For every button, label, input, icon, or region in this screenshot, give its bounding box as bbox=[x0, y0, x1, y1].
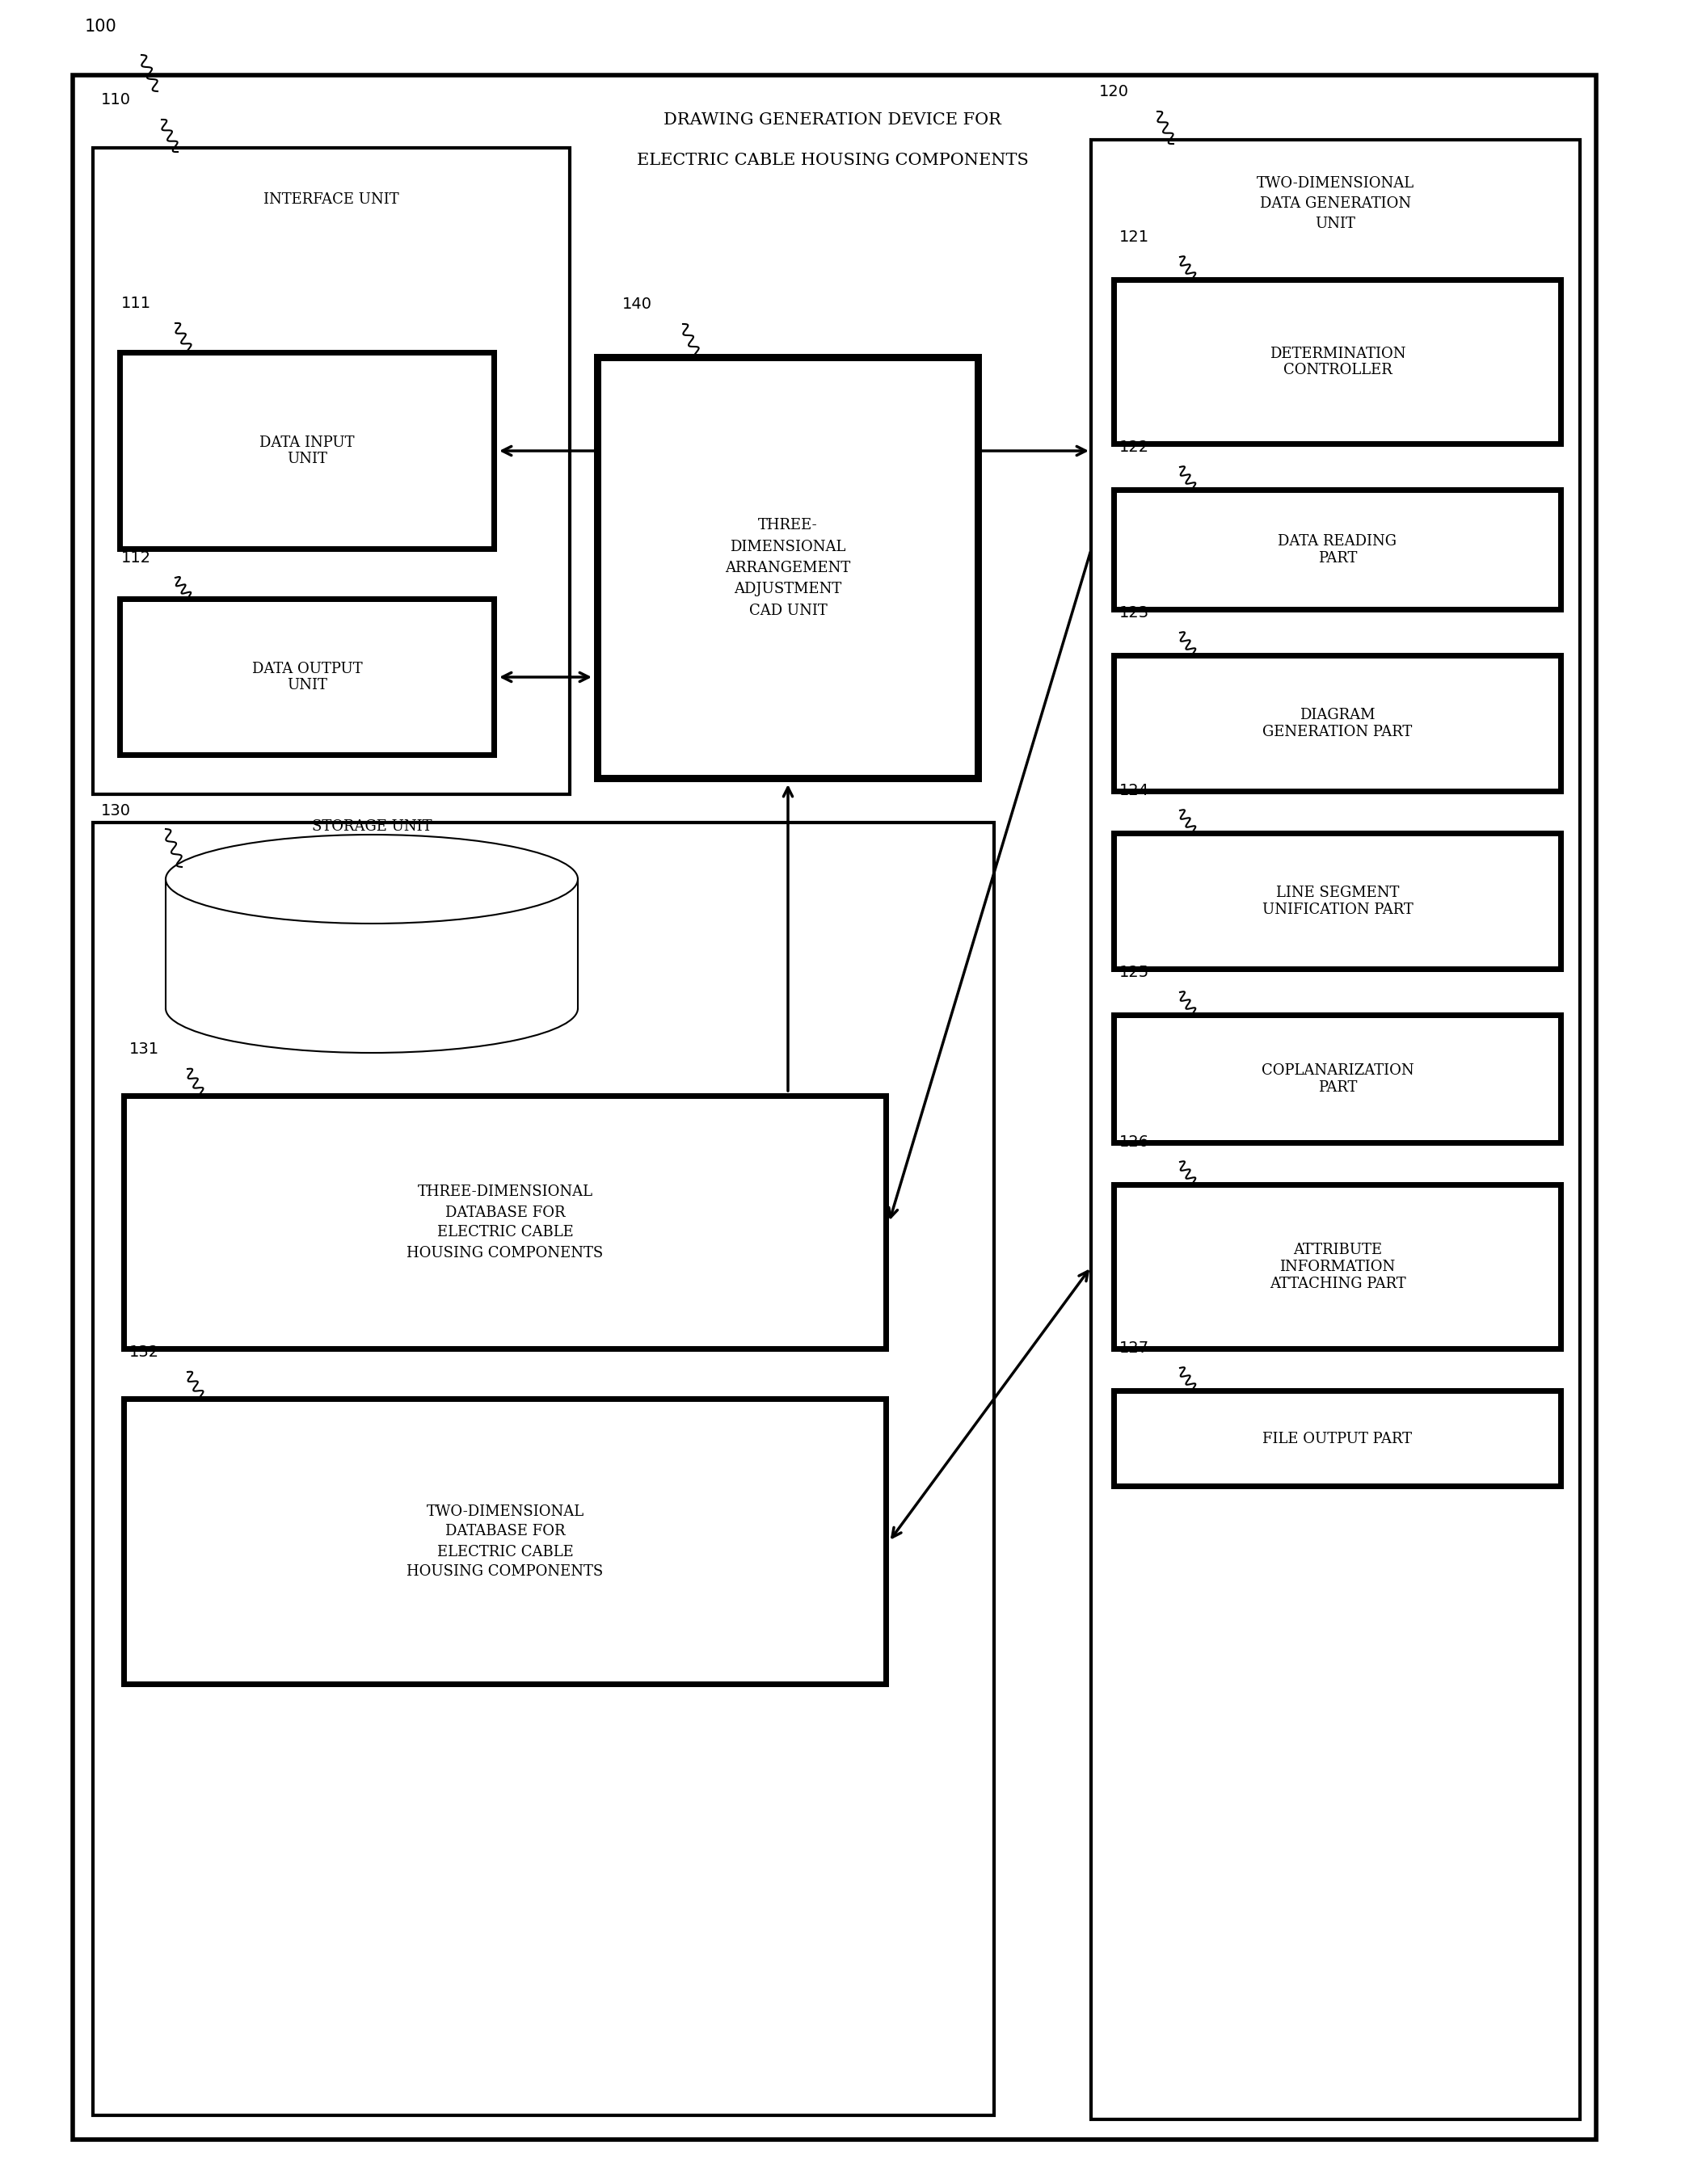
Text: DATA OUTPUT
UNIT: DATA OUTPUT UNIT bbox=[252, 662, 363, 692]
Bar bbox=[92, 149, 570, 795]
Text: 123: 123 bbox=[1120, 605, 1150, 620]
Bar bbox=[1111, 1182, 1563, 1352]
Bar bbox=[1111, 830, 1563, 972]
Text: 112: 112 bbox=[121, 550, 151, 566]
Text: COPLANARIZATION
PART: COPLANARIZATION PART bbox=[1261, 1064, 1414, 1094]
Bar bbox=[1116, 282, 1558, 441]
Text: DATA READING
PART: DATA READING PART bbox=[1278, 535, 1397, 566]
Text: 125: 125 bbox=[1120, 965, 1150, 981]
Text: DIAGRAM
GENERATION PART: DIAGRAM GENERATION PART bbox=[1262, 708, 1412, 738]
Text: DETERMINATION
CONTROLLER: DETERMINATION CONTROLLER bbox=[1269, 347, 1405, 378]
Bar bbox=[602, 360, 975, 775]
Bar bbox=[1116, 1018, 1558, 1140]
Text: ELECTRIC CABLE HOUSING COMPONENTS: ELECTRIC CABLE HOUSING COMPONENTS bbox=[637, 153, 1029, 168]
Text: ATTRIBUTE
INFORMATION
ATTACHING PART: ATTRIBUTE INFORMATION ATTACHING PART bbox=[1269, 1243, 1405, 1291]
Bar bbox=[1116, 494, 1558, 607]
Text: 140: 140 bbox=[622, 297, 652, 312]
Text: STORAGE UNIT: STORAGE UNIT bbox=[311, 819, 432, 834]
Bar bbox=[126, 1402, 883, 1682]
Text: 120: 120 bbox=[1099, 83, 1130, 100]
Text: THREE-DIMENSIONAL
DATABASE FOR
ELECTRIC CABLE
HOUSING COMPONENTS: THREE-DIMENSIONAL DATABASE FOR ELECTRIC … bbox=[407, 1186, 603, 1260]
Text: 131: 131 bbox=[129, 1042, 160, 1057]
Text: FILE OUTPUT PART: FILE OUTPUT PART bbox=[1262, 1431, 1412, 1446]
Bar bbox=[118, 596, 498, 758]
Bar bbox=[1111, 1013, 1563, 1147]
Text: 111: 111 bbox=[121, 295, 151, 310]
Bar bbox=[1116, 1188, 1558, 1345]
Text: 126: 126 bbox=[1120, 1133, 1150, 1149]
Text: DATA INPUT
UNIT: DATA INPUT UNIT bbox=[259, 435, 355, 467]
Text: 127: 127 bbox=[1120, 1341, 1150, 1356]
Bar bbox=[121, 1094, 889, 1352]
Bar bbox=[92, 823, 993, 2116]
Bar bbox=[1111, 277, 1563, 448]
Text: LINE SEGMENT
UNIFICATION PART: LINE SEGMENT UNIFICATION PART bbox=[1262, 887, 1414, 917]
Text: 121: 121 bbox=[1120, 229, 1150, 245]
Bar bbox=[1091, 140, 1580, 2118]
Text: 122: 122 bbox=[1120, 439, 1150, 454]
Bar bbox=[123, 603, 491, 751]
Bar bbox=[1116, 660, 1558, 788]
Text: 100: 100 bbox=[84, 20, 118, 35]
Ellipse shape bbox=[166, 834, 578, 924]
Bar bbox=[1111, 653, 1563, 795]
Text: 130: 130 bbox=[101, 804, 131, 819]
Bar bbox=[1116, 836, 1558, 965]
Text: 110: 110 bbox=[101, 92, 131, 107]
Bar bbox=[1116, 1393, 1558, 1483]
Bar bbox=[1111, 1389, 1563, 1489]
Text: DRAWING GENERATION DEVICE FOR: DRAWING GENERATION DEVICE FOR bbox=[664, 111, 1002, 127]
Text: TWO-DIMENSIONAL
DATA GENERATION
UNIT: TWO-DIMENSIONAL DATA GENERATION UNIT bbox=[1257, 177, 1414, 232]
Text: THREE-
DIMENSIONAL
ARRANGEMENT
ADJUSTMENT
CAD UNIT: THREE- DIMENSIONAL ARRANGEMENT ADJUSTMEN… bbox=[725, 518, 851, 618]
Text: 132: 132 bbox=[129, 1345, 160, 1361]
Text: INTERFACE UNIT: INTERFACE UNIT bbox=[264, 192, 398, 207]
Bar bbox=[121, 1396, 889, 1686]
Text: TWO-DIMENSIONAL
DATABASE FOR
ELECTRIC CABLE
HOUSING COMPONENTS: TWO-DIMENSIONAL DATABASE FOR ELECTRIC CA… bbox=[407, 1505, 603, 1579]
Bar bbox=[593, 354, 982, 782]
Bar bbox=[1111, 487, 1563, 612]
Bar bbox=[123, 356, 491, 546]
Bar bbox=[118, 349, 498, 553]
Bar bbox=[126, 1099, 883, 1345]
Text: 124: 124 bbox=[1120, 782, 1150, 799]
